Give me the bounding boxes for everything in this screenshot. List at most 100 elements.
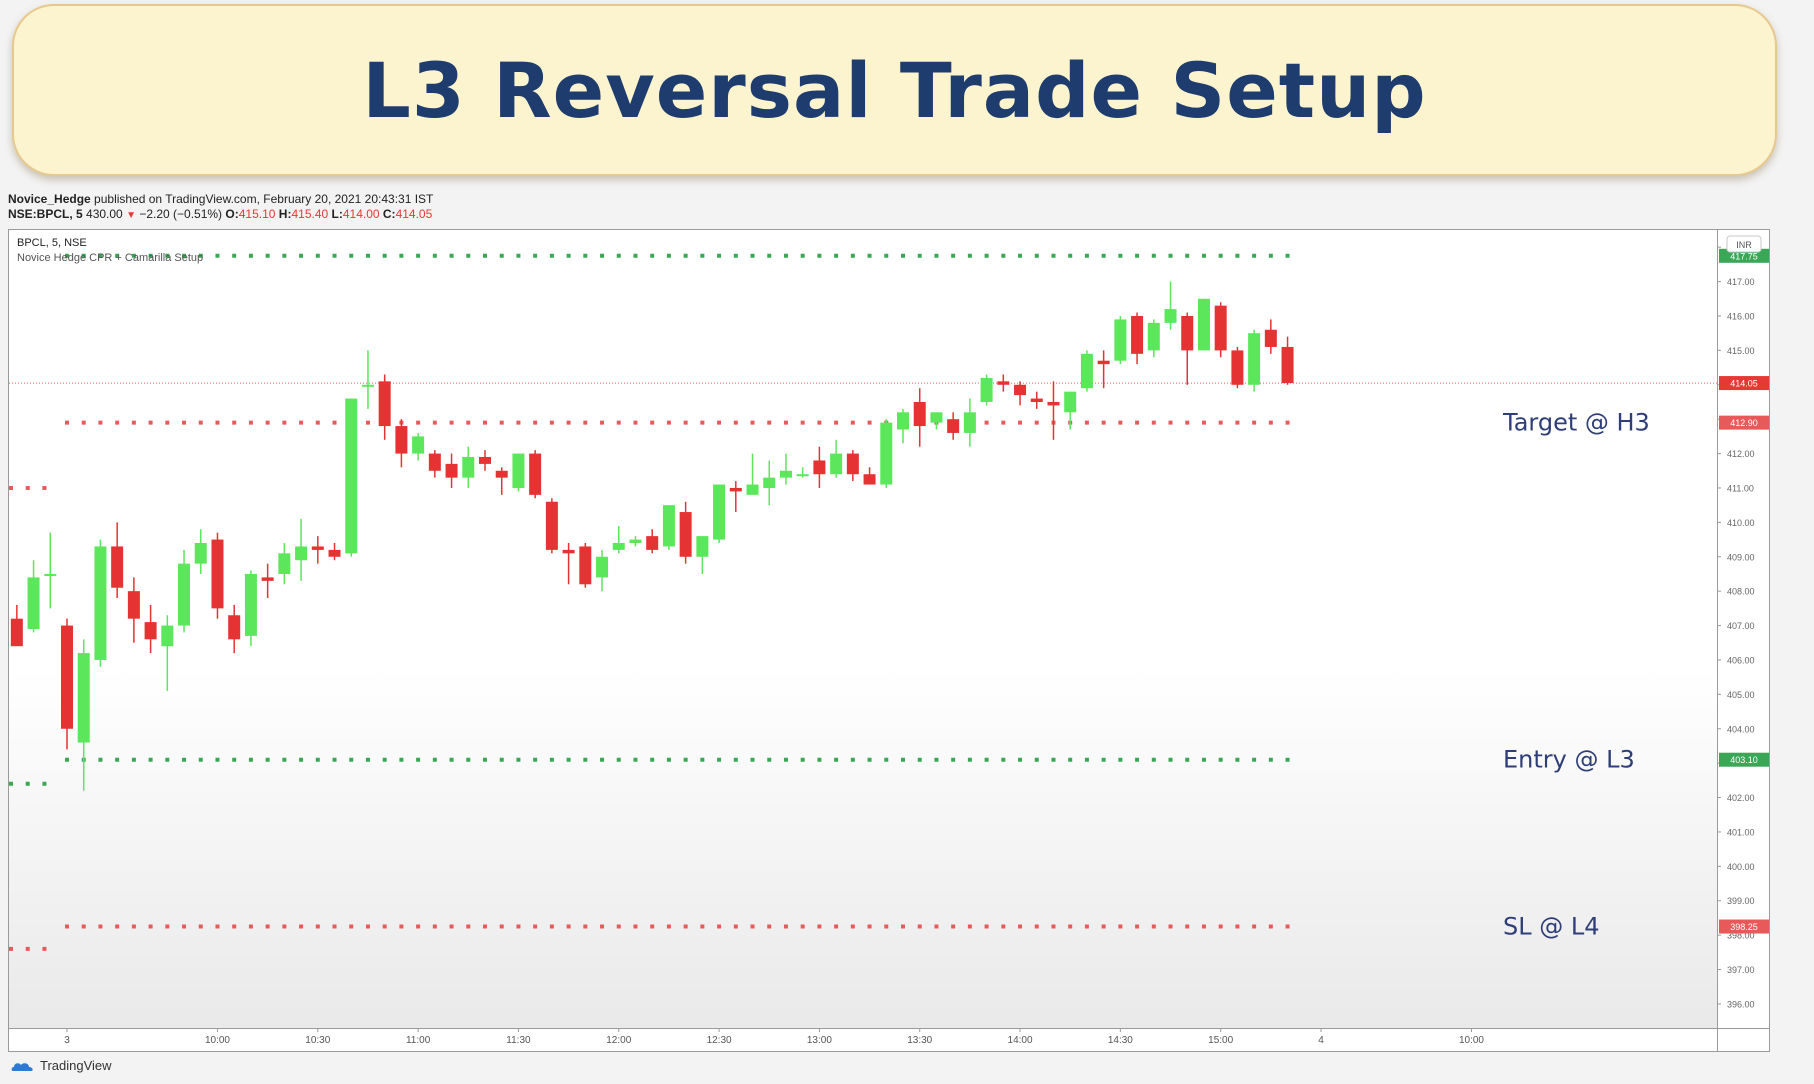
candle-up <box>462 457 475 478</box>
x-tick-label: 12:30 <box>707 1035 732 1046</box>
y-tick-label: 398.00 <box>1727 931 1755 941</box>
candle-up <box>629 539 642 544</box>
ohlc-price: 430.00 <box>86 207 123 221</box>
candle-up <box>178 563 191 626</box>
candle-down <box>1214 305 1227 351</box>
currency-label: INR <box>1736 240 1752 250</box>
candle-up <box>980 377 993 402</box>
x-tick-label: 10:00 <box>205 1035 230 1046</box>
candle-up <box>796 474 809 477</box>
candle-up <box>1164 309 1177 323</box>
candle-up <box>612 543 625 550</box>
candle-up <box>1080 353 1093 389</box>
price-badge-label: 403.10 <box>1730 755 1758 765</box>
candle-up <box>161 625 174 647</box>
chart-symbol-label: BPCL, 5, NSE <box>17 237 87 249</box>
candle-down <box>111 546 124 588</box>
indicator-label: Novice Hedge CPR + Camarilla Setup <box>17 252 203 264</box>
candle-up <box>1064 391 1077 413</box>
candle-up <box>361 384 374 387</box>
publisher-text: published on TradingView.com, February 2… <box>94 192 434 206</box>
candle-up <box>27 577 40 629</box>
ohlc-close-label: C: <box>382 207 396 221</box>
y-tick-label: 401.00 <box>1727 827 1755 837</box>
y-tick-label: 402.00 <box>1727 793 1755 803</box>
candle-down <box>1231 350 1244 385</box>
candle-up <box>596 556 609 578</box>
candle-down <box>479 457 491 464</box>
currency-badge[interactable] <box>1726 235 1762 253</box>
camarilla-levels <box>9 253 1717 951</box>
y-tick-label: 400.00 <box>1727 862 1755 872</box>
candle-up <box>345 398 358 554</box>
candle-down <box>1181 315 1194 351</box>
candle-down <box>813 460 826 475</box>
candle-down <box>144 622 157 640</box>
y-tick-label: 412.00 <box>1727 449 1755 459</box>
candle-up <box>897 412 909 430</box>
candle-down <box>846 453 859 475</box>
ohlc-change: −2.20 (−0.51%) <box>139 207 223 221</box>
candle-up <box>94 546 107 660</box>
candle-up <box>746 484 759 495</box>
price-badge-l4 <box>1719 919 1769 934</box>
x-tick-label: 13:00 <box>807 1035 832 1046</box>
candle-down <box>445 463 458 478</box>
x-tick-label: 10:30 <box>305 1035 330 1046</box>
ohlc-symbol: NSE:BPCL, 5 <box>8 207 83 221</box>
x-tick-label: 10:00 <box>1459 1035 1484 1046</box>
title-banner: L3 Reversal Trade Setup <box>12 4 1777 176</box>
down-arrow-icon: ▼ <box>126 210 136 221</box>
page-title: L3 Reversal Trade Setup <box>362 45 1427 135</box>
y-tick-label: 416.00 <box>1727 311 1755 321</box>
candles <box>10 281 1294 791</box>
ohlc-open: 415.10 <box>238 207 276 221</box>
last-price-label: 414.05 <box>1730 379 1758 389</box>
candle-down <box>61 625 73 729</box>
y-tick-label: 405.00 <box>1727 690 1755 700</box>
candle-down <box>428 453 441 471</box>
candle-up <box>696 536 709 557</box>
x-tick-label: 4 <box>1318 1035 1324 1046</box>
candle-up <box>963 412 976 433</box>
x-tick-label: 14:00 <box>1008 1035 1033 1046</box>
candle-down <box>679 512 692 557</box>
y-tick-label: 404.00 <box>1727 724 1755 734</box>
candle-down <box>228 615 241 640</box>
ohlc-line: NSE:BPCL, 5 430.00 ▼ −2.20 (−0.51%) O:41… <box>8 207 433 223</box>
time-axis[interactable]: 3 10:00 10:30 11:00 11:30 12:00 12:30 13:00 13:3… <box>64 1028 1484 1046</box>
price-badge-label: 398.25 <box>1730 922 1758 932</box>
publisher-author[interactable]: Novice_Hedge <box>8 192 91 206</box>
candle-down <box>1264 329 1277 347</box>
level-note-l3: Entry @ L3 <box>1503 746 1635 774</box>
candle-down <box>1014 384 1027 396</box>
publisher-info: Novice_Hedge published on TradingView.co… <box>8 192 433 223</box>
y-tick-label: 396.00 <box>1727 999 1755 1009</box>
candle-down <box>495 470 508 478</box>
candle-down <box>10 618 23 647</box>
candlestick-chart[interactable]: 396.00 397.00 398.00 399.00 400.00 401.00 402.… <box>9 230 1769 1051</box>
candle-up <box>77 653 90 743</box>
y-tick-label: 417.00 <box>1727 277 1755 287</box>
candle-down <box>1047 401 1060 406</box>
price-badge-l3 <box>1719 752 1769 767</box>
candle-down <box>328 549 341 557</box>
tradingview-footer[interactable]: TradingView <box>10 1058 112 1073</box>
ohlc-high: 415.40 <box>291 207 329 221</box>
price-axis[interactable]: 396.00 397.00 398.00 399.00 400.00 401.00 402.… <box>1717 243 1755 1010</box>
ohlc-low-label: L: <box>331 207 343 221</box>
candle-down <box>947 419 960 433</box>
candle-up <box>278 553 291 574</box>
candle-up <box>1248 333 1261 385</box>
candle-down <box>863 474 876 485</box>
candle-down <box>127 591 140 619</box>
candle-down <box>729 487 742 492</box>
last-price-badge <box>1719 376 1769 391</box>
candle-down <box>378 381 391 427</box>
ohlc-close: 414.05 <box>395 207 433 221</box>
y-tick-label: 415.00 <box>1727 346 1755 356</box>
candle-up <box>295 546 308 561</box>
publisher-line: Novice_Hedge published on TradingView.co… <box>8 192 433 207</box>
candle-down <box>1097 360 1110 365</box>
price-badge-label: 417.75 <box>1730 251 1758 261</box>
